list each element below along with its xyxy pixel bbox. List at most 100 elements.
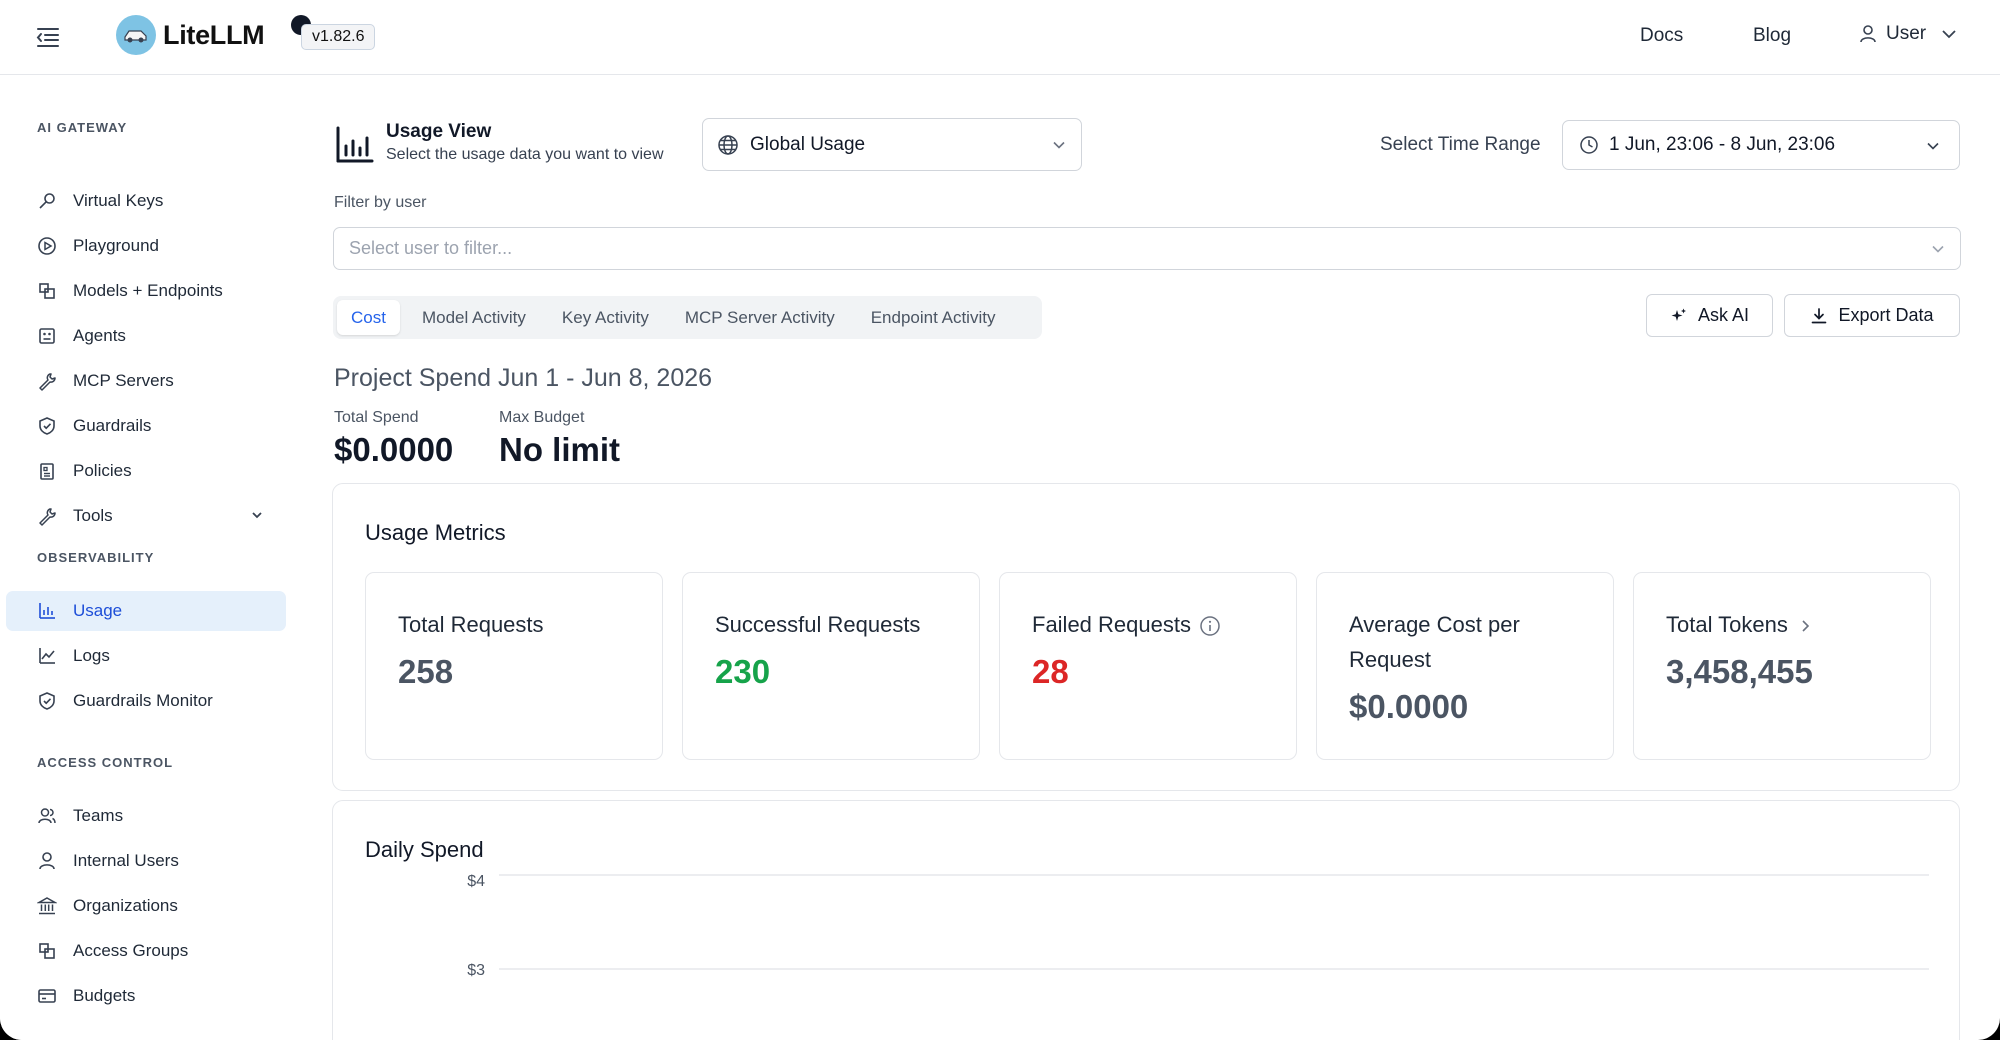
project-spend-title: Project Spend Jun 1 - Jun 8, 2026	[334, 364, 713, 392]
chevron-down-icon	[1053, 141, 1065, 149]
export-data-button[interactable]: Export Data	[1784, 294, 1960, 337]
download-icon	[1812, 307, 1827, 323]
metric-label: Failed Requests	[1032, 607, 1272, 642]
time-range-label: Select Time Range	[1380, 134, 1541, 155]
sidebar-item-budgets[interactable]: Budgets	[6, 976, 286, 1016]
sidebar-item-logs[interactable]: Logs	[6, 636, 286, 676]
docs-link[interactable]: Docs	[1640, 25, 1684, 46]
chevron-down-icon	[1927, 142, 1939, 150]
metric-total-tokens[interactable]: Total Tokens 3,458,455	[1633, 572, 1931, 760]
blocks-icon	[37, 281, 57, 301]
section-access-control: ACCESS CONTROL	[37, 755, 174, 770]
line-chart-icon	[37, 646, 57, 666]
sidebar-item-mcp-servers[interactable]: MCP Servers	[6, 361, 286, 401]
user-filter-placeholder: Select user to filter...	[349, 238, 513, 258]
sidebar-item-policies[interactable]: Policies	[6, 451, 286, 491]
chevron-down-icon	[1942, 30, 1956, 39]
play-circle-icon	[37, 236, 57, 256]
sidebar-item-usage[interactable]: Usage	[6, 591, 286, 631]
shield-icon	[37, 416, 57, 436]
section-ai-gateway: AI GATEWAY	[37, 120, 128, 135]
usage-metrics-card: Usage Metrics Total Requests 258 Success…	[332, 483, 1960, 791]
sidebar-item-label: Agents	[73, 326, 126, 345]
clipboard-icon	[37, 461, 57, 481]
metric-total-requests: Total Requests 258	[365, 572, 663, 760]
total-spend-value: $0.0000	[334, 431, 454, 468]
sidebar-item-internal-users[interactable]: Internal Users	[6, 841, 286, 881]
tab-cost[interactable]: Cost	[337, 300, 400, 335]
usage-scope-select[interactable]: Global Usage	[702, 118, 1082, 171]
sidebar-item-label: Guardrails Monitor	[73, 691, 213, 710]
menu-toggle-icon[interactable]	[34, 24, 62, 50]
sidebar-item-organizations[interactable]: Organizations	[6, 886, 286, 926]
user-icon	[37, 851, 57, 871]
sidebar-item-models-endpoints[interactable]: Models + Endpoints	[6, 271, 286, 311]
metric-value: 3,458,455	[1666, 653, 1813, 690]
user-icon	[1860, 25, 1876, 43]
metric-average-cost: Average Cost per Request $0.0000	[1316, 572, 1614, 760]
sidebar-item-label: MCP Servers	[73, 371, 174, 390]
metric-value: 28	[1032, 653, 1069, 690]
sidebar-item-label: Budgets	[73, 986, 136, 1005]
sidebar-item-virtual-keys[interactable]: Virtual Keys	[6, 181, 286, 221]
info-icon[interactable]	[1199, 615, 1221, 637]
main-content: Usage View Select the usage data you wan…	[300, 76, 2000, 1040]
chevron-right-icon[interactable]	[1796, 617, 1814, 635]
wrench-icon	[37, 506, 57, 526]
logo-text: LiteLLM	[163, 20, 265, 50]
logo-icon	[116, 15, 156, 55]
user-filter-select[interactable]: Select user to filter...	[333, 227, 1961, 270]
top-bar: LiteLLM v1.82.6 Docs Blog User	[0, 0, 2000, 75]
shield-check-icon	[37, 691, 57, 711]
sidebar-item-label: Access Groups	[73, 941, 189, 960]
sidebar-item-teams[interactable]: Teams	[6, 796, 286, 836]
tab-mcp-server-activity[interactable]: MCP Server Activity	[684, 307, 835, 327]
metric-label: Total Requests	[398, 612, 544, 637]
sidebar-item-label: Virtual Keys	[73, 191, 164, 210]
usage-metrics-title: Usage Metrics	[365, 520, 506, 545]
sidebar-item-guardrails[interactable]: Guardrails	[6, 406, 286, 446]
bar-chart-icon	[336, 126, 374, 163]
time-range-value: 1 Jun, 23:06 - 8 Jun, 23:06	[1609, 134, 1836, 155]
blocks-icon	[37, 941, 57, 961]
max-budget-value: No limit	[499, 431, 620, 468]
chevron-down-icon	[1932, 245, 1944, 253]
blog-link[interactable]: Blog	[1753, 25, 1792, 46]
export-data-label: Export Data	[1838, 305, 1934, 325]
metric-label: Successful Requests	[715, 612, 921, 637]
key-icon	[37, 191, 57, 211]
section-observability: OBSERVABILITY	[37, 550, 155, 565]
sidebar-item-agents[interactable]: Agents	[6, 316, 286, 356]
time-range-picker[interactable]: 1 Jun, 23:06 - 8 Jun, 23:06	[1562, 120, 1960, 170]
tab-endpoint-activity[interactable]: Endpoint Activity	[870, 307, 996, 327]
tab-model-activity[interactable]: Model Activity	[421, 307, 526, 327]
sidebar-item-tools[interactable]: Tools	[6, 496, 286, 536]
metric-label: Total Tokens	[1666, 607, 1906, 642]
ask-ai-label: Ask AI	[1697, 305, 1750, 325]
team-icon	[37, 806, 57, 826]
metric-value: $0.0000	[1349, 688, 1469, 725]
sparkles-icon	[1671, 308, 1686, 321]
daily-spend-card: Daily Spend $4 $3	[332, 800, 1960, 1040]
sidebar-item-guardrails-monitor[interactable]: Guardrails Monitor	[6, 681, 286, 721]
tab-key-activity[interactable]: Key Activity	[561, 307, 649, 327]
sidebar-item-label: Playground	[73, 236, 160, 255]
sidebar-item-label: Models + Endpoints	[73, 281, 223, 300]
version-badge: v1.82.6	[301, 24, 376, 50]
usage-scope-value: Global Usage	[750, 133, 866, 155]
metric-value: 258	[398, 653, 454, 690]
metric-label-text: Total Tokens	[1666, 612, 1788, 637]
metric-successful-requests: Successful Requests 230	[682, 572, 980, 760]
user-menu[interactable]: User	[1858, 23, 1958, 45]
clock-icon	[1580, 136, 1598, 154]
sidebar-item-label: Policies	[73, 461, 132, 480]
metric-value: 230	[715, 653, 771, 690]
sidebar-item-label: Teams	[73, 806, 124, 825]
sidebar-item-label: Usage	[73, 601, 123, 620]
ask-ai-button[interactable]: Ask AI	[1646, 294, 1773, 337]
sidebar-item-playground[interactable]: Playground	[6, 226, 286, 266]
chevron-down-icon[interactable]	[250, 508, 264, 522]
sidebar-item-access-groups[interactable]: Access Groups	[6, 931, 286, 971]
metric-label-text: Failed Requests	[1032, 612, 1191, 637]
